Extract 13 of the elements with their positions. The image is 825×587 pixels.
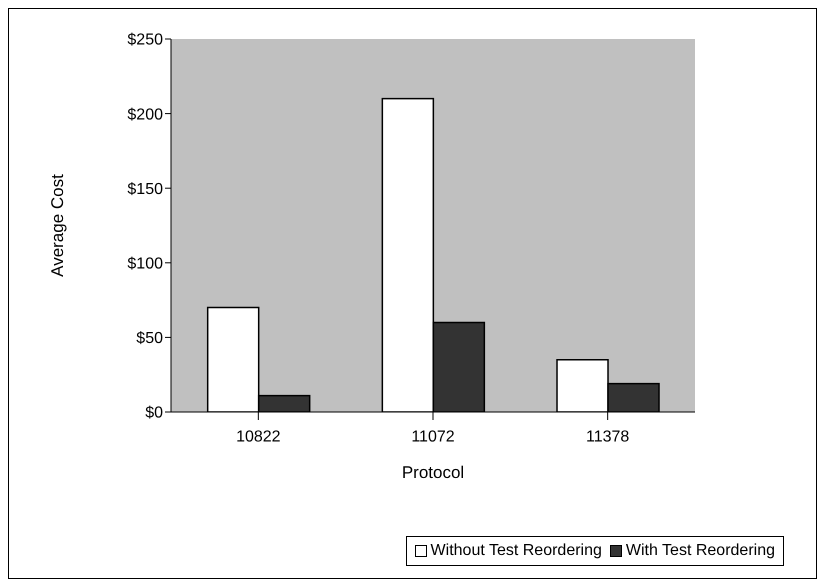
y-tick-label: $250: [127, 32, 164, 49]
y-axis-title: Average Cost: [48, 174, 68, 277]
legend-label: With Test Reordering: [626, 542, 775, 560]
x-tick-label: 10822: [236, 428, 281, 446]
y-tick-label: $0: [145, 404, 164, 422]
x-tick-label: 11072: [411, 428, 455, 446]
y-tick-label: $50: [136, 330, 164, 348]
y-tick-label: $100: [127, 255, 164, 272]
y-tick-label: $150: [127, 180, 164, 198]
x-tick-label: 11378: [586, 428, 630, 446]
legend-label: Without Test Reordering: [430, 542, 602, 560]
x-axis-title: Protocol: [402, 463, 464, 482]
y-tick-label: $200: [127, 106, 164, 124]
